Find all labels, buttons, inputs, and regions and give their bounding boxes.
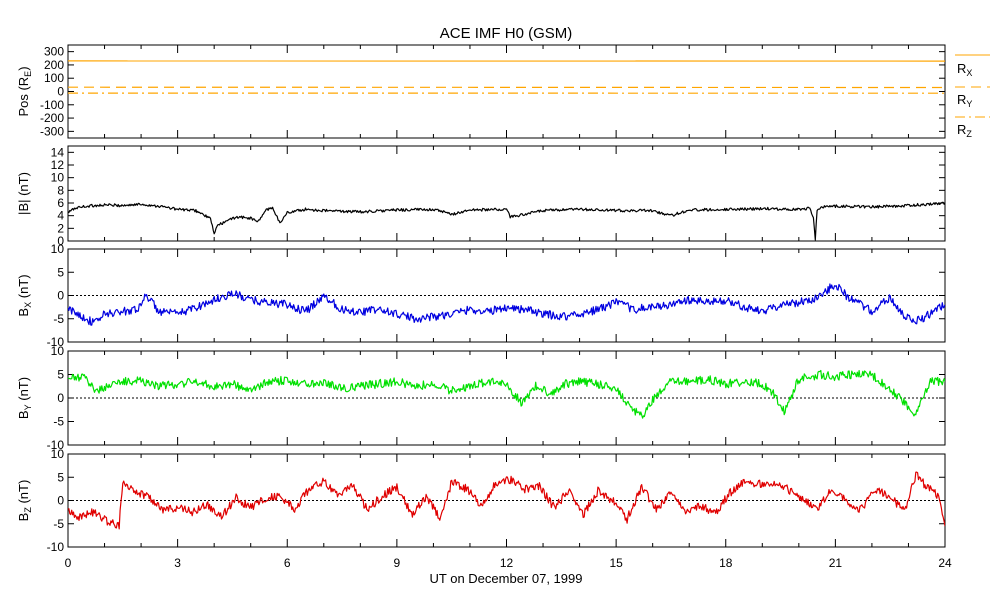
- x-tick-label: 6: [284, 556, 291, 570]
- y-tick-label: 14: [51, 145, 65, 159]
- legend-label-y: RY: [957, 92, 972, 109]
- y-tick-label: 12: [51, 158, 65, 172]
- x-tick-label: 15: [609, 556, 623, 570]
- chart-title: ACE IMF H0 (GSM): [440, 25, 573, 42]
- y-tick-label: 0: [57, 85, 64, 99]
- series-bz: [68, 471, 945, 530]
- y-tick-label: -10: [47, 335, 65, 349]
- panel-frame: [67, 44, 946, 139]
- y-axis-label: BZ (nT): [16, 480, 33, 522]
- y-axis-label: |B| (nT): [16, 172, 31, 215]
- y-tick-label: 6: [57, 196, 64, 210]
- series-by: [68, 369, 945, 419]
- panel-bz: 10 5 0 -5 -10 BZ (nT): [16, 447, 946, 554]
- legend-label-x: RX: [957, 61, 972, 78]
- position-legend: RX RY RZ: [955, 54, 990, 139]
- series-bx: [68, 283, 945, 326]
- y-tick-label: 0: [57, 289, 64, 303]
- y-tick-label: 0: [57, 234, 64, 248]
- y-axis-label: BY (nT): [16, 377, 33, 419]
- y-tick-label: 4: [57, 209, 64, 223]
- series-mag: [68, 201, 945, 241]
- legend-label-z: RZ: [957, 122, 972, 139]
- y-tick-label: 300: [44, 45, 64, 59]
- y-axis-label: BX (nT): [16, 274, 33, 316]
- y-tick-label: -10: [47, 540, 65, 554]
- y-tick-label: 200: [44, 58, 64, 72]
- x-tick-label: 9: [394, 556, 401, 570]
- panel-by: 10 5 0 -5 -10 BY (nT): [16, 344, 946, 452]
- y-tick-label: -100: [40, 98, 64, 112]
- x-tick-label: 0: [65, 556, 72, 570]
- y-tick-label: 5: [57, 265, 64, 279]
- x-axis-label: UT on December 07, 1999: [430, 571, 583, 586]
- x-tick-label: 24: [938, 556, 952, 570]
- y-tick-label: 10: [51, 447, 65, 461]
- y-tick-label: 10: [51, 344, 65, 358]
- y-tick-label: 2: [57, 221, 64, 235]
- y-axis-label: Pos (RE): [16, 66, 33, 116]
- y-tick-label: 10: [51, 171, 65, 185]
- y-tick-label: 8: [57, 183, 64, 197]
- y-tick-label: -5: [53, 312, 64, 326]
- x-tick-label: 12: [500, 556, 514, 570]
- x-tick-label: 18: [719, 556, 733, 570]
- panel-bx: 10 5 0 -5 -10 BX (nT): [16, 242, 946, 349]
- x-tick-label: 3: [174, 556, 181, 570]
- y-tick-label: 0: [57, 494, 64, 508]
- y-tick-label: -200: [40, 111, 64, 125]
- y-tick-label: 5: [57, 470, 64, 484]
- x-tick-label: 21: [829, 556, 843, 570]
- y-tick-label: 0: [57, 391, 64, 405]
- y-tick-label: 5: [57, 368, 64, 382]
- y-tick-label: 100: [44, 71, 64, 85]
- y-tick-label: -10: [47, 438, 65, 452]
- y-tick-label: -5: [53, 517, 64, 531]
- panel-frame: [67, 145, 946, 242]
- x-axis-ticks: 0 3 6 9 12 15 18 21 24: [65, 556, 952, 570]
- y-tick-label: -5: [53, 415, 64, 429]
- y-tick-label: -300: [40, 124, 64, 138]
- y-tick-label: 10: [51, 242, 65, 256]
